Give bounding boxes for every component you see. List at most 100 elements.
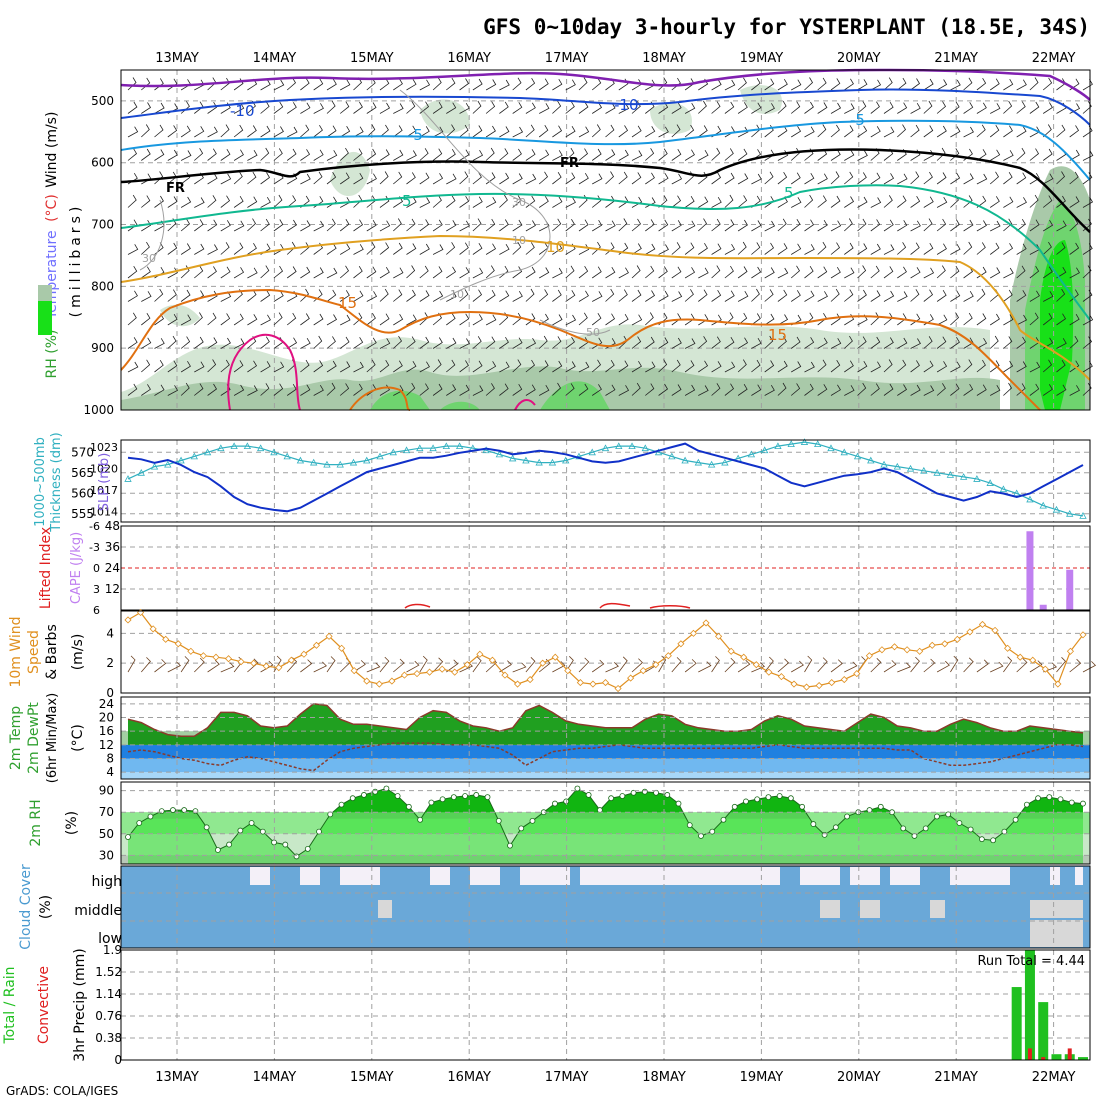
- wind-barb: [300, 124, 310, 138]
- wind-barb: [127, 126, 139, 138]
- wind-barb: [432, 266, 443, 279]
- wind-barb: [552, 314, 563, 326]
- rh-point: [170, 807, 176, 813]
- wind-tick-labels: 0 2 4: [106, 626, 114, 700]
- wind-barb: [459, 242, 469, 255]
- wind-barb: [658, 77, 668, 91]
- wind-speed-point: [740, 653, 748, 661]
- wind-speed-point: [715, 632, 723, 640]
- rh-point: [158, 808, 165, 815]
- wind-barb: [605, 102, 616, 114]
- wind-barb: [538, 289, 549, 302]
- wind-barb: [180, 382, 190, 396]
- wind-barb: [698, 196, 709, 208]
- wind-barb: [1003, 267, 1014, 279]
- wind-barb: [711, 218, 721, 232]
- thickness-point: [363, 456, 371, 464]
- surface-barb: [446, 659, 459, 673]
- wind-barb: [1003, 289, 1013, 302]
- wind-barb: [313, 313, 324, 326]
- wind-barb: [910, 313, 921, 326]
- wind-barb: [233, 360, 244, 373]
- surface-barb: [897, 662, 912, 673]
- wind-barb: [950, 148, 960, 161]
- surface-barb: [724, 657, 736, 673]
- wind-barb: [645, 126, 656, 138]
- wind-barb: [393, 289, 403, 302]
- wind-barb: [804, 126, 815, 138]
- wind-barb: [233, 124, 244, 138]
- thickness-point: [880, 460, 888, 468]
- wind-barb: [300, 384, 311, 396]
- wind-barb: [751, 313, 761, 326]
- wind-barb: [618, 267, 629, 279]
- surface-barb: [605, 662, 619, 673]
- wind-barb: [512, 102, 523, 114]
- wind-speed-point: [777, 673, 785, 681]
- wind-axis-label-2: Speed: [26, 630, 42, 674]
- wind-barb: [976, 313, 987, 326]
- wind-barb: [618, 103, 630, 114]
- wind-speed-point: [149, 625, 157, 633]
- surface-barb: [406, 660, 420, 673]
- wind-barb: [273, 194, 283, 208]
- tick-label: 2: [106, 656, 114, 670]
- wind-barb: [605, 384, 616, 396]
- thickness-point: [230, 442, 238, 450]
- wind-barb: [379, 338, 391, 349]
- thickness-point: [973, 475, 981, 482]
- wind-barb: [1016, 101, 1026, 114]
- wind-barb: [353, 172, 364, 185]
- wind-barb: [220, 195, 231, 208]
- wind-barb: [127, 361, 139, 373]
- wind-barb: [1082, 150, 1094, 161]
- wind-barb: [578, 126, 590, 138]
- date-label: 22MAY: [1032, 1070, 1076, 1085]
- wind-barb: [459, 338, 470, 349]
- wind-barb: [830, 149, 841, 161]
- wind-barb: [645, 336, 655, 349]
- wind-barb: [459, 195, 470, 208]
- wind-barb: [565, 147, 575, 161]
- wind-barb: [472, 78, 483, 91]
- thickness-point: [376, 452, 384, 460]
- cloud-low-cell: [1030, 920, 1083, 947]
- wind-barb: [618, 218, 628, 232]
- cloud-mid-cell: [930, 900, 945, 918]
- wind-barb: [883, 173, 895, 185]
- wind-barb: [671, 291, 683, 302]
- surface-barb: [154, 659, 167, 673]
- wind-barb: [207, 244, 218, 255]
- wind-barb: [830, 338, 842, 349]
- rh-point: [462, 793, 468, 799]
- wind-barb: [671, 242, 681, 255]
- wind-barb: [1042, 102, 1053, 114]
- wind-barb: [472, 149, 484, 161]
- wind-barb: [711, 243, 722, 255]
- wind-barb: [790, 243, 802, 255]
- wind-barb: [207, 359, 217, 373]
- wind-barb: [605, 124, 615, 138]
- thickness-point: [416, 444, 424, 452]
- wind-barb: [472, 314, 483, 326]
- contour-label: 5: [784, 184, 794, 202]
- wind-barb: [591, 102, 603, 114]
- surface-wind-barbs: [127, 655, 1097, 673]
- rh-point: [552, 800, 558, 807]
- wind-barb: [459, 124, 469, 138]
- wind-barb: [167, 385, 179, 396]
- wind-barb: [446, 124, 456, 138]
- thickness-point: [920, 466, 928, 474]
- wind-barb: [154, 149, 165, 161]
- wind-barb: [141, 148, 151, 161]
- wind-barb: [857, 125, 868, 138]
- wind-barb: [180, 336, 191, 349]
- surface-barb: [618, 656, 628, 673]
- wind-barb: [141, 266, 151, 279]
- surface-barb: [1082, 661, 1097, 673]
- wind-barb: [512, 173, 523, 185]
- wind-barb: [247, 196, 258, 208]
- wind-barb: [194, 336, 204, 349]
- wind-barb: [764, 220, 776, 232]
- rh-point: [214, 847, 221, 853]
